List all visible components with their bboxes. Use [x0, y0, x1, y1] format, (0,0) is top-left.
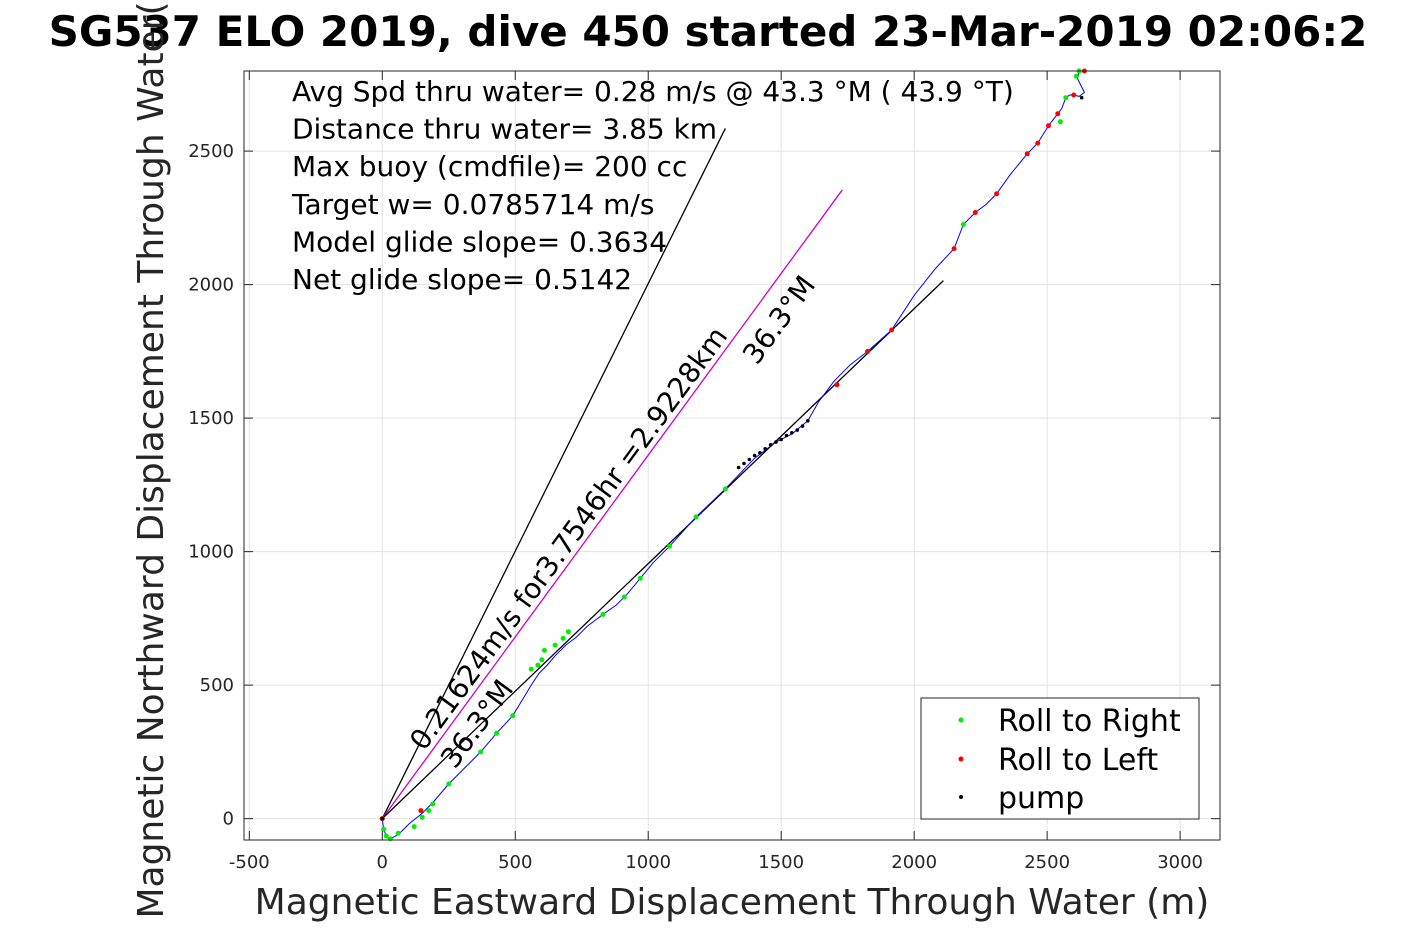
point-roll-to-right — [494, 730, 500, 736]
x-tick-label: 2000 — [891, 852, 937, 873]
stats-annotations: Avg Spd thru water= 0.28 m/s @ 43.3 °M (… — [291, 75, 1014, 296]
point-roll-to-right — [395, 830, 401, 836]
point-roll-to-right — [600, 611, 606, 617]
annotation-line: Distance thru water= 3.85 km — [292, 113, 717, 146]
point-pump — [736, 465, 741, 470]
point-roll-to-left — [1071, 92, 1077, 98]
point-roll-to-right — [446, 781, 452, 787]
point-roll-to-right — [960, 222, 966, 227]
point-roll-to-left — [889, 327, 895, 333]
point-roll-to-right — [510, 713, 516, 719]
legend: Roll to Right Roll to Left pump — [920, 697, 1200, 820]
y-tick-label: 0 — [223, 809, 234, 830]
point-pump — [763, 447, 767, 451]
x-tick-label: -500 — [229, 852, 270, 873]
legend-box — [920, 697, 1200, 820]
annotation-line: Net glide slope= 0.5142 — [292, 263, 632, 296]
reference-line-black-upper — [381, 128, 726, 819]
point-roll-to-left — [972, 210, 978, 215]
point-pump — [380, 816, 385, 821]
point-pump — [795, 428, 799, 432]
track-path — [381, 70, 1086, 840]
annotation-line: Avg Spd thru water= 0.28 m/s @ 43.3 °M (… — [292, 75, 1014, 108]
point-pump — [747, 457, 752, 462]
point-pump — [790, 431, 794, 435]
point-roll-to-right — [552, 642, 558, 648]
point-roll-to-right — [419, 814, 425, 820]
point-pump — [768, 443, 773, 447]
point-pump — [806, 419, 810, 423]
point-roll-to-left — [994, 191, 1000, 197]
point-roll-to-left — [418, 808, 424, 814]
point-roll-to-left — [865, 348, 871, 354]
annotation-line: Max buoy (cmdfile)= 200 cc — [292, 150, 687, 183]
reference-line-black-mid — [381, 280, 944, 820]
legend-marker-pump — [959, 795, 963, 799]
x-tick-label: 3000 — [1157, 852, 1203, 873]
y-tick-label: 1000 — [188, 542, 234, 563]
point-pump — [800, 424, 805, 428]
point-roll-to-right — [693, 514, 699, 520]
point-roll-to-right — [722, 486, 728, 492]
point-roll-to-left — [1035, 140, 1041, 146]
point-roll-to-left — [951, 246, 957, 252]
chart-title: SG537 ELO 2019, dive 450 started 23-Mar-… — [49, 7, 1368, 56]
legend-label-roll-left: Roll to Left — [998, 743, 1158, 778]
point-roll-to-left — [834, 382, 840, 388]
point-pump — [758, 451, 762, 455]
reference-lines — [381, 128, 944, 820]
x-tick-label: 1500 — [758, 852, 804, 873]
point-roll-to-left — [1055, 111, 1061, 117]
x-tick-label: 0 — [377, 852, 388, 873]
point-roll-to-right — [667, 543, 672, 549]
plot-frame — [243, 70, 1221, 841]
x-tick-label: 2500 — [1024, 852, 1070, 873]
point-roll-to-right — [621, 594, 627, 600]
point-roll-to-right — [535, 662, 541, 668]
point-roll-to-left — [1046, 123, 1051, 129]
point-roll-to-right — [426, 808, 432, 814]
point-pump — [742, 461, 746, 466]
point-roll-to-right — [542, 647, 547, 653]
point-roll-to-right — [637, 575, 643, 581]
reference-line-magenta-current — [381, 189, 843, 820]
point-pump — [752, 453, 757, 458]
point-roll-to-right — [411, 824, 417, 830]
point-roll-to-right — [1057, 119, 1063, 125]
y-tick-label: 2000 — [188, 275, 234, 296]
x-axis-label: Magnetic Eastward Displacement Through W… — [255, 882, 1210, 923]
y-tick-label: 500 — [200, 675, 234, 696]
legend-label-pump: pump — [998, 781, 1084, 816]
point-roll-to-right — [565, 629, 571, 635]
x-tick-label: 1000 — [625, 852, 671, 873]
point-pump — [784, 433, 789, 438]
point-pump — [1079, 95, 1084, 100]
point-roll-to-right — [560, 635, 566, 641]
point-roll-to-right — [1073, 73, 1079, 79]
track-line — [381, 70, 1086, 840]
legend-label-roll-right: Roll to Right — [998, 704, 1181, 739]
annotation-line: Target w= 0.0785714 m/s — [291, 188, 654, 221]
point-pump — [779, 437, 783, 442]
y-tick-label: 1500 — [188, 408, 234, 429]
y-axis-label: Magnetic Northward Displacement Through … — [131, 1, 172, 918]
x-tick-label: 500 — [498, 852, 532, 873]
legend-marker-roll-left — [958, 756, 964, 762]
point-roll-to-right — [539, 657, 545, 663]
point-roll-to-right — [478, 749, 484, 755]
axis-ticks: -500 0 500 1000 1500 2000 2500 3000 0 500 1000 1500… — [188, 71, 1220, 873]
point-roll-to-right — [381, 826, 387, 832]
point-roll-to-left — [1024, 151, 1030, 157]
legend-marker-roll-right — [958, 717, 964, 723]
point-roll-to-right — [383, 833, 389, 839]
point-roll-to-right — [528, 666, 534, 672]
point-roll-to-right — [1063, 95, 1069, 101]
point-pump — [774, 440, 778, 444]
point-roll-to-right — [430, 801, 436, 807]
data-markers — [379, 68, 1087, 842]
annotation-line: Model glide slope= 0.3634 — [292, 225, 667, 258]
y-tick-label: 2500 — [188, 141, 234, 162]
